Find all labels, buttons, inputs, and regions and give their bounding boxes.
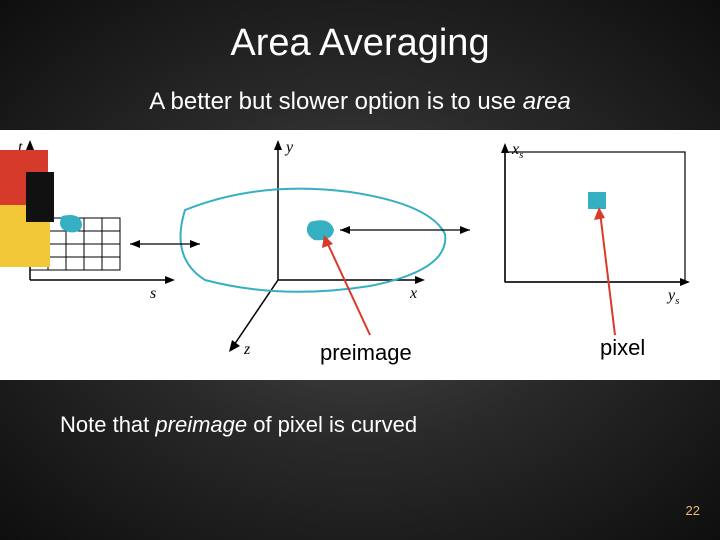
slide-title: Area Averaging <box>0 22 720 65</box>
axis-x-label: x <box>409 285 417 302</box>
surface-blob <box>307 220 334 240</box>
surface-outline <box>181 189 446 292</box>
preimage-label: preimage <box>320 340 412 366</box>
slide-note: Note that preimage of pixel is curved <box>60 412 417 438</box>
axis-y-label: y <box>284 139 294 156</box>
panel-screen: xs ys <box>501 141 690 307</box>
axis-s-label: s <box>150 285 156 302</box>
subtitle-pre: A better but slower option is to use <box>149 88 523 115</box>
accent-black <box>26 172 54 222</box>
note-pre: Note that <box>60 412 155 437</box>
note-post: of pixel is curved <box>247 412 417 437</box>
accent-shapes <box>0 150 56 280</box>
axis-xs-label: xs <box>511 141 523 161</box>
screen-pixel <box>588 192 606 209</box>
note-ital: preimage <box>155 412 247 437</box>
axis-ys-label: ys <box>666 287 679 307</box>
slide-subtitle: A better but slower option is to use are… <box>0 88 720 116</box>
panel-surface: y x z <box>130 139 470 358</box>
page-number: 22 <box>686 503 700 518</box>
slide: Area Averaging A better but slower optio… <box>0 0 720 540</box>
pixel-label: pixel <box>600 335 645 361</box>
pointer-arrows <box>322 207 615 335</box>
subtitle-ital: area <box>523 88 571 115</box>
axis-z-label: z <box>243 341 251 358</box>
